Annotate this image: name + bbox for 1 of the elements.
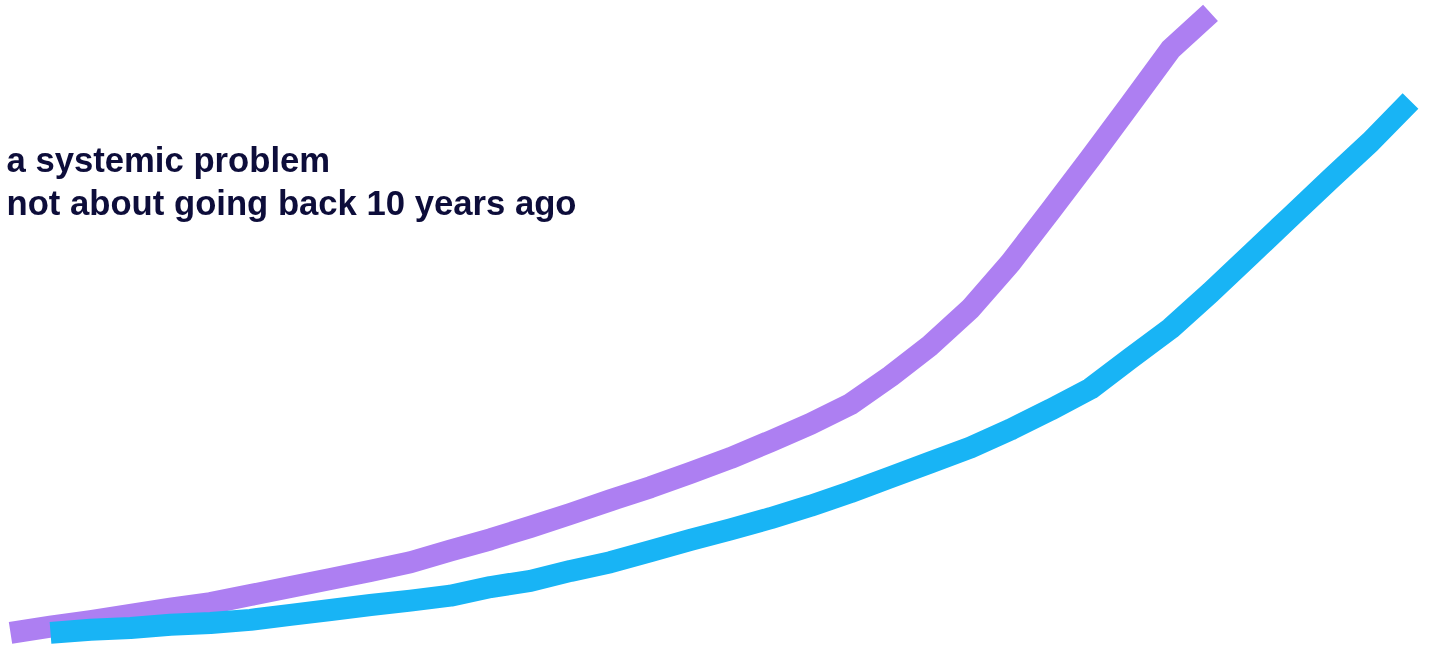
text: a systemic problem not about going back 10 years ago <box>6 140 577 223</box>
